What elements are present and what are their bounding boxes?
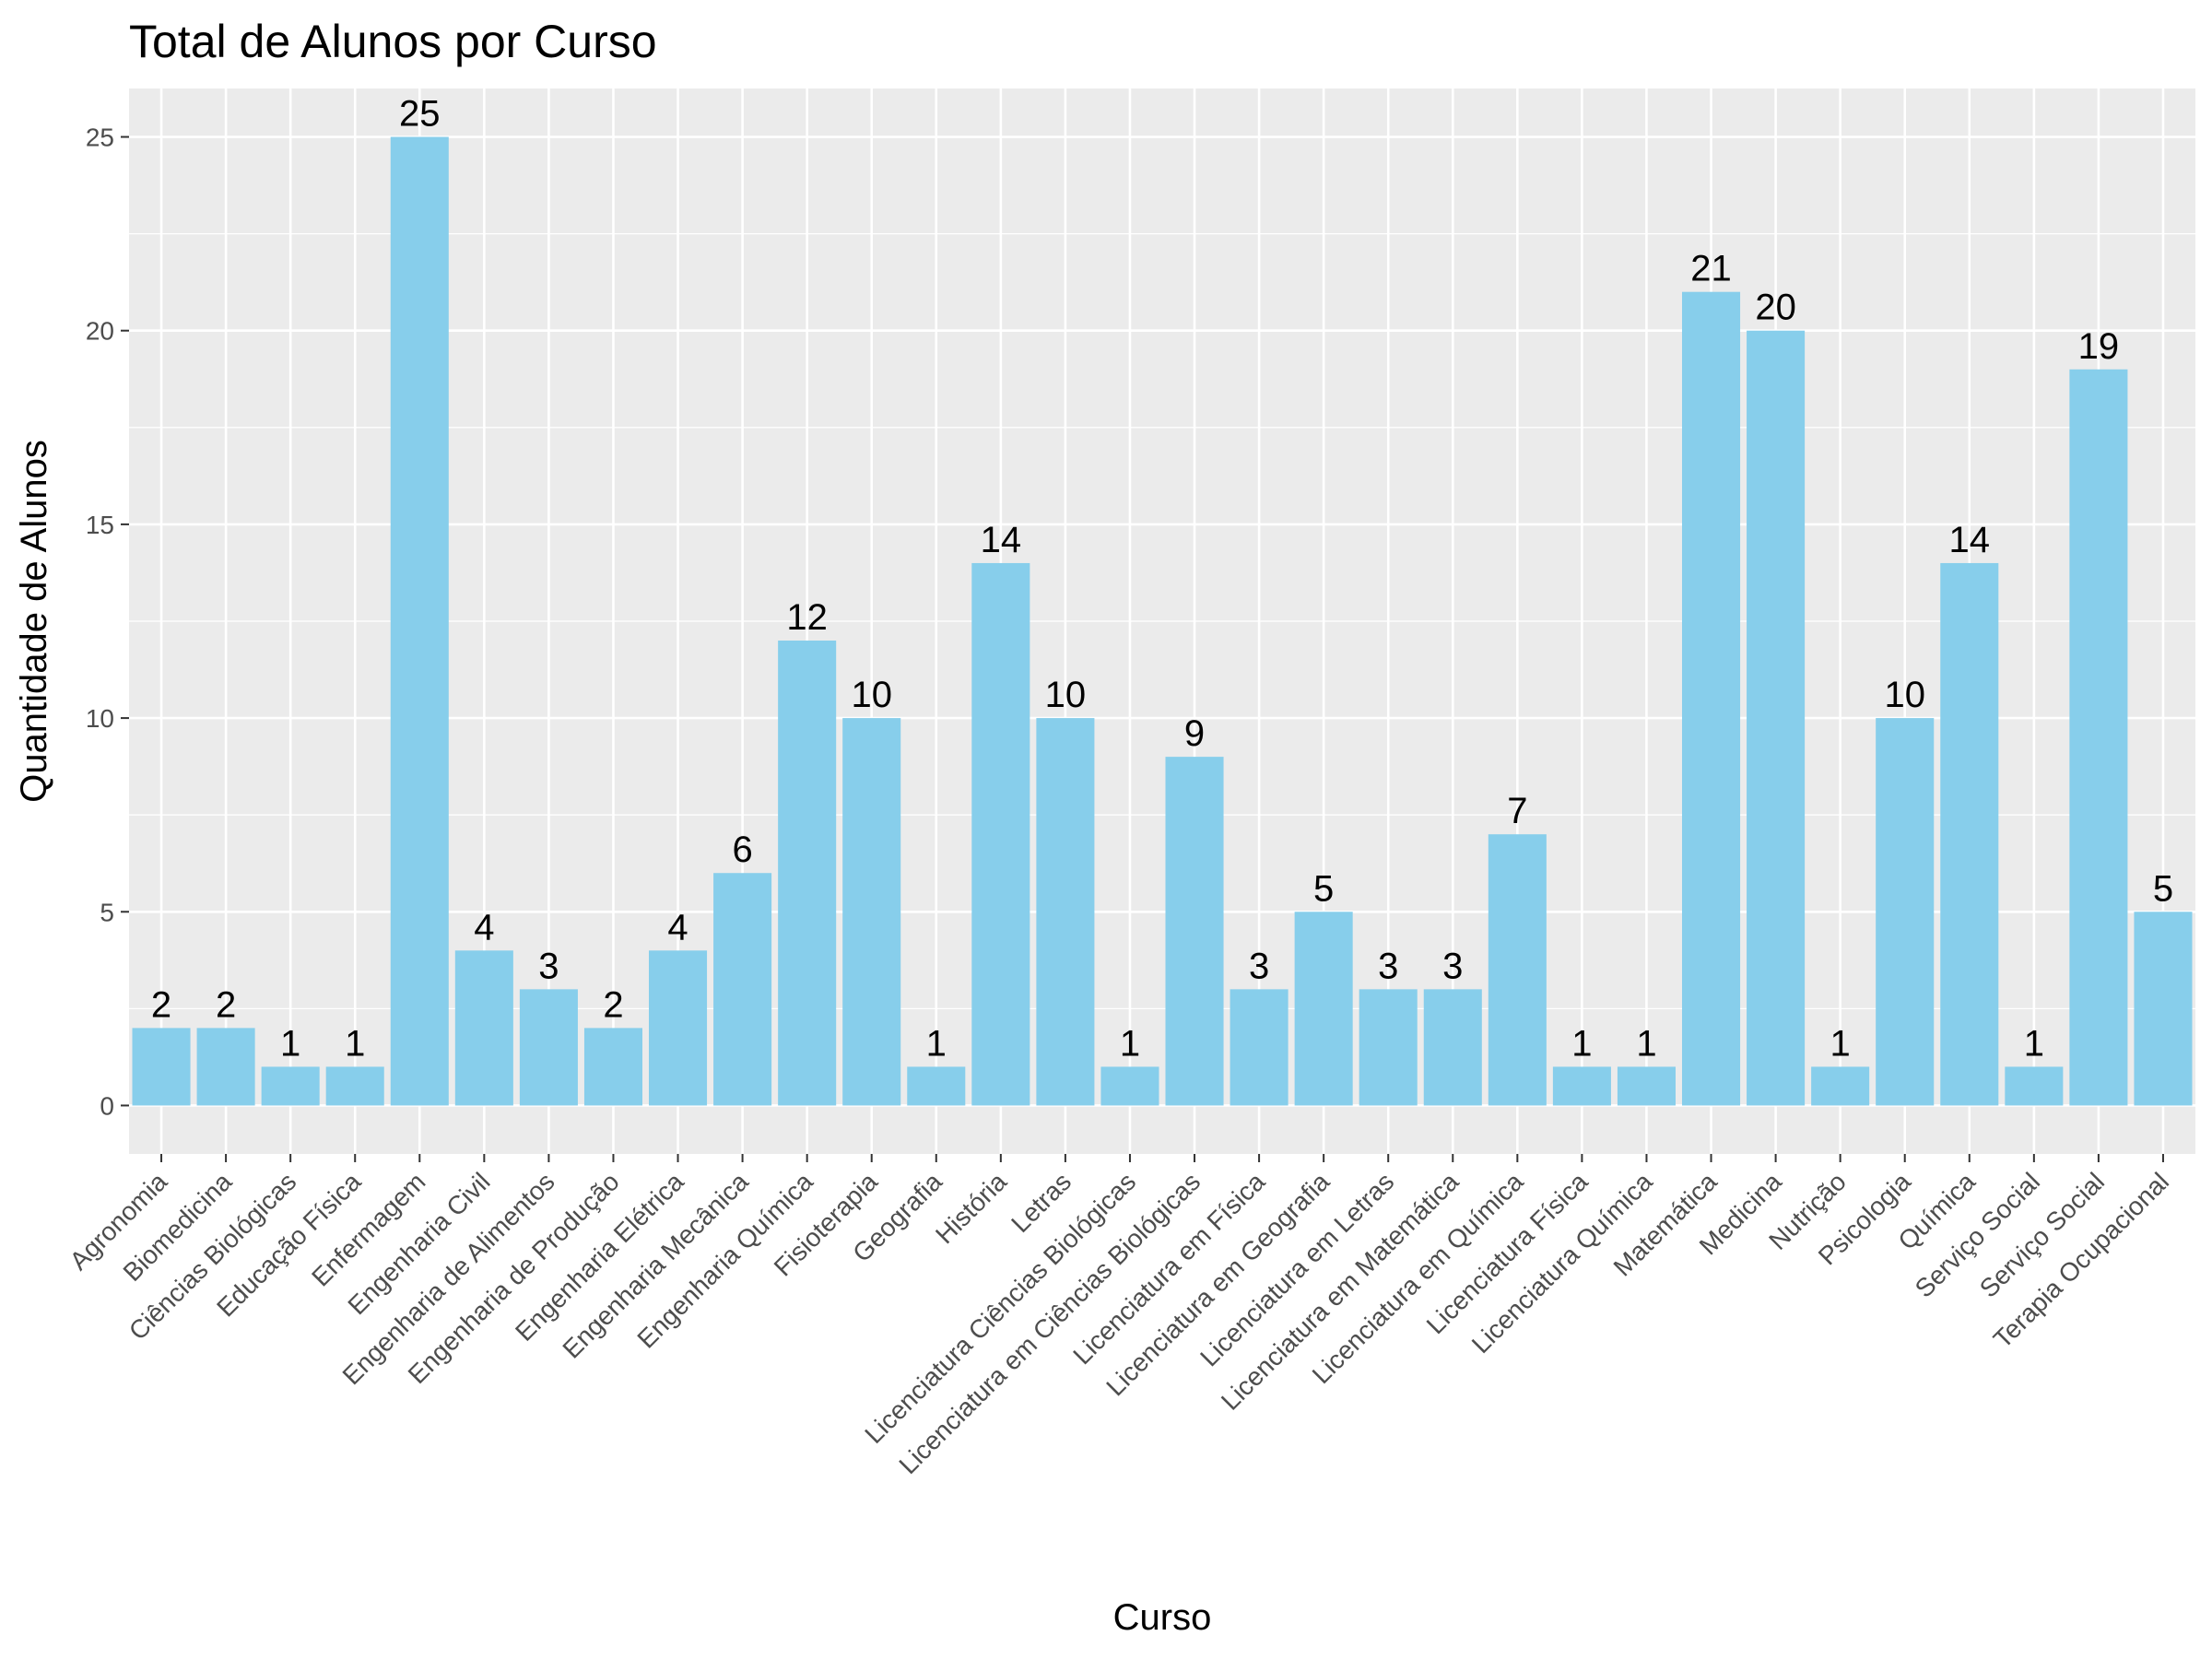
bar: [971, 562, 1030, 1106]
bar: [2069, 369, 2128, 1106]
bar: [1423, 989, 1482, 1106]
bar-value-label: 14: [1949, 520, 1991, 560]
bar-value-label: 2: [216, 984, 236, 1025]
bar-value-label: 1: [1636, 1023, 1656, 1064]
bar-value-label: 21: [1690, 249, 1732, 289]
bar: [325, 1066, 384, 1106]
bar-value-label: 12: [786, 597, 828, 638]
bar-value-label: 4: [474, 907, 494, 947]
y-axis-title: Quantidade de Alunos: [14, 440, 54, 803]
bar: [778, 641, 837, 1106]
bar-value-label: 1: [1571, 1023, 1592, 1064]
bar-value-label: 3: [1378, 946, 1398, 986]
bar: [454, 950, 513, 1106]
bar-value-label: 4: [667, 907, 688, 947]
bar-value-label: 10: [1045, 675, 1087, 715]
bar: [1165, 757, 1224, 1106]
y-tick-label: 25: [86, 124, 114, 152]
bar-value-label: 20: [1755, 288, 1796, 328]
bar-value-label: 2: [151, 984, 171, 1025]
bar: [1811, 1066, 1870, 1106]
y-tick-label: 0: [100, 1091, 114, 1120]
bar: [1294, 912, 1353, 1106]
bar-value-label: 3: [1442, 946, 1463, 986]
bar: [1940, 562, 1999, 1106]
y-tick-label: 20: [86, 317, 114, 346]
bar-value-label: 9: [1184, 713, 1205, 754]
bar: [1552, 1066, 1611, 1106]
bar: [132, 1028, 191, 1106]
bar: [2134, 912, 2193, 1106]
bar: [1747, 330, 1806, 1106]
y-axis: 0 5 10 15 20 25: [86, 124, 129, 1120]
bar-value-label: 1: [280, 1023, 300, 1064]
bar-value-label: 1: [1120, 1023, 1140, 1064]
x-tick-label: História: [930, 1167, 1012, 1249]
bar: [1876, 718, 1935, 1106]
bar-value-label: 10: [851, 675, 892, 715]
bar: [261, 1066, 320, 1106]
bar: [1682, 291, 1741, 1106]
chart-title: Total de Alunos por Curso: [129, 16, 657, 67]
bar-value-label: 3: [538, 946, 559, 986]
bar: [196, 1028, 255, 1106]
bar-value-label: 3: [1249, 946, 1269, 986]
bar-value-label: 1: [345, 1023, 365, 1064]
x-axis-title: Curso: [1113, 1597, 1212, 1638]
bar: [1036, 718, 1095, 1106]
bar: [713, 873, 772, 1106]
y-tick-label: 5: [100, 898, 114, 926]
bar-value-label: 19: [2078, 326, 2120, 367]
bar: [1230, 989, 1288, 1106]
bar: [842, 718, 901, 1106]
bar-value-label: 7: [1507, 791, 1527, 831]
bar: [519, 989, 578, 1106]
bar: [1488, 834, 1547, 1106]
bar: [1359, 989, 1418, 1106]
bar: [390, 136, 449, 1106]
bar-value-label: 2: [603, 984, 623, 1025]
bar-value-label: 6: [732, 830, 752, 870]
bar-value-label: 5: [2153, 868, 2173, 909]
bar-value-label: 1: [2024, 1023, 2044, 1064]
bar-value-label: 1: [1830, 1023, 1851, 1064]
bar: [907, 1066, 966, 1106]
bar: [2005, 1066, 2064, 1106]
y-tick-label: 10: [86, 704, 114, 733]
bars: [132, 136, 2193, 1106]
bar-value-label: 10: [1884, 675, 1925, 715]
bar-value-label: 5: [1313, 868, 1334, 909]
bar: [1100, 1066, 1159, 1106]
y-tick-label: 15: [86, 511, 114, 539]
bar-value-label: 1: [926, 1023, 947, 1064]
bar-value-label: 25: [399, 94, 441, 135]
bar: [1617, 1066, 1676, 1106]
bar: [649, 950, 708, 1106]
bar: [583, 1028, 642, 1106]
bar-value-label: 14: [981, 520, 1022, 560]
